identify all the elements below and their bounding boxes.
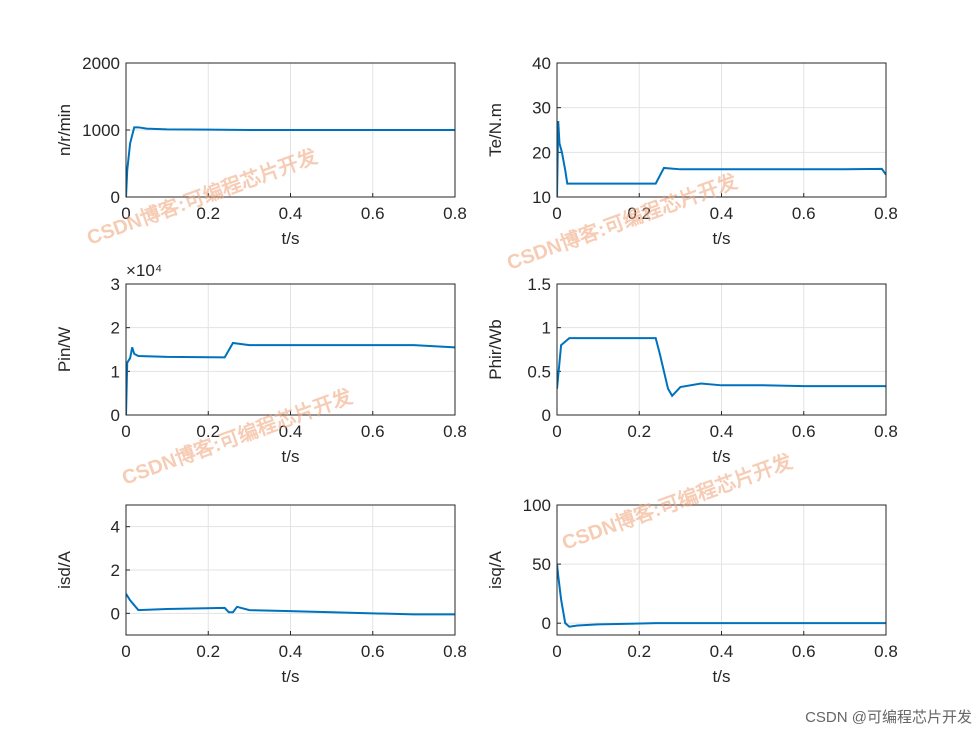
x-tick-label: 0 [121, 642, 130, 661]
x-tick-label: 0.2 [196, 422, 220, 441]
plot-lines [126, 593, 455, 616]
x-tick-label: 0.8 [443, 422, 467, 441]
x-tick-label: 0 [552, 642, 561, 661]
x-tick-label: 0.6 [361, 204, 385, 223]
data-line [557, 337, 886, 398]
y-tick-label: 50 [532, 555, 551, 574]
y-tick-label: 30 [532, 99, 551, 118]
x-tick-label: 0.4 [710, 642, 734, 661]
y-tick-label: 0 [111, 604, 120, 623]
x-tick-label: 0.4 [279, 642, 303, 661]
y-tick-label: 40 [532, 54, 551, 73]
x-tick-label: 0 [121, 422, 130, 441]
axes-box [125, 504, 456, 636]
y-tick-label: 0 [111, 406, 120, 425]
x-tick-label: 0 [121, 204, 130, 223]
x-tick-label: 0.6 [361, 422, 385, 441]
x-tick-label: 0.2 [196, 642, 220, 661]
y-axis-label: Te/N.m [486, 103, 505, 157]
axes-box [125, 62, 456, 198]
y-axis-label: n/r/min [55, 104, 74, 156]
x-tick-label: 0.8 [874, 204, 898, 223]
y-tick-label: 0 [111, 188, 120, 207]
x-tick-label: 0.4 [279, 422, 303, 441]
axes-box [556, 62, 887, 198]
y-tick-label: 20 [532, 143, 551, 162]
plot-lines [126, 126, 455, 197]
y-tick-label: 2 [111, 561, 120, 580]
data-line [126, 126, 455, 197]
plot-lines [557, 121, 886, 197]
y-tick-label: 1.5 [527, 275, 551, 294]
data-line [557, 563, 886, 628]
data-line [126, 593, 455, 616]
y-axis-label: isd/A [55, 550, 74, 588]
y-tick-label: 4 [111, 518, 120, 537]
x-axis-label: t/s [282, 447, 300, 466]
x-axis-label: t/s [282, 667, 300, 686]
plot-lines [557, 563, 886, 628]
y-tick-label: 2 [111, 319, 120, 338]
x-tick-label: 0.2 [627, 422, 651, 441]
y-tick-label: 1000 [82, 121, 120, 140]
footer: CSDN @可编程芯片开发 [805, 709, 972, 726]
y-multiplier: ×10⁴ [126, 261, 162, 280]
y-axis-label: Phir/Wb [486, 319, 505, 379]
x-tick-label: 0.4 [710, 204, 734, 223]
x-axis-label: t/s [713, 447, 731, 466]
x-tick-label: 0.8 [443, 642, 467, 661]
y-tick-label: 3 [111, 275, 120, 294]
y-tick-label: 1 [111, 362, 120, 381]
x-axis-label: t/s [713, 229, 731, 248]
y-tick-label: 2000 [82, 54, 120, 73]
y-axis-label: isq/A [486, 550, 505, 588]
x-tick-label: 0.4 [279, 204, 303, 223]
axes-box [556, 504, 887, 636]
y-tick-label: 0.5 [527, 362, 551, 381]
x-tick-label: 0.6 [792, 642, 816, 661]
x-tick-label: 0.8 [874, 642, 898, 661]
x-tick-label: 0 [552, 422, 561, 441]
axes-box [556, 283, 887, 416]
y-tick-label: 0 [542, 406, 551, 425]
x-axis-label: t/s [713, 667, 731, 686]
x-tick-label: 0.6 [792, 422, 816, 441]
y-tick-label: 0 [542, 614, 551, 633]
y-axis-label: Pin/W [55, 327, 74, 372]
x-tick-label: 0.2 [627, 642, 651, 661]
y-tick-label: 10 [532, 188, 551, 207]
y-tick-label: 1 [542, 319, 551, 338]
data-line [557, 121, 886, 197]
plot-lines [126, 341, 455, 415]
axes-box [125, 283, 456, 416]
x-tick-label: 0.6 [361, 642, 385, 661]
y-tick-label: 100 [523, 496, 551, 515]
plot-lines [557, 337, 886, 398]
data-line [126, 341, 455, 415]
x-tick-label: 0.6 [792, 204, 816, 223]
x-tick-label: 0.8 [443, 204, 467, 223]
x-tick-label: 0.8 [874, 422, 898, 441]
x-axis-label: t/s [282, 229, 300, 248]
x-tick-label: 0.4 [710, 422, 734, 441]
x-tick-label: 0.2 [196, 204, 220, 223]
x-tick-label: 0 [552, 204, 561, 223]
x-tick-label: 0.2 [627, 204, 651, 223]
